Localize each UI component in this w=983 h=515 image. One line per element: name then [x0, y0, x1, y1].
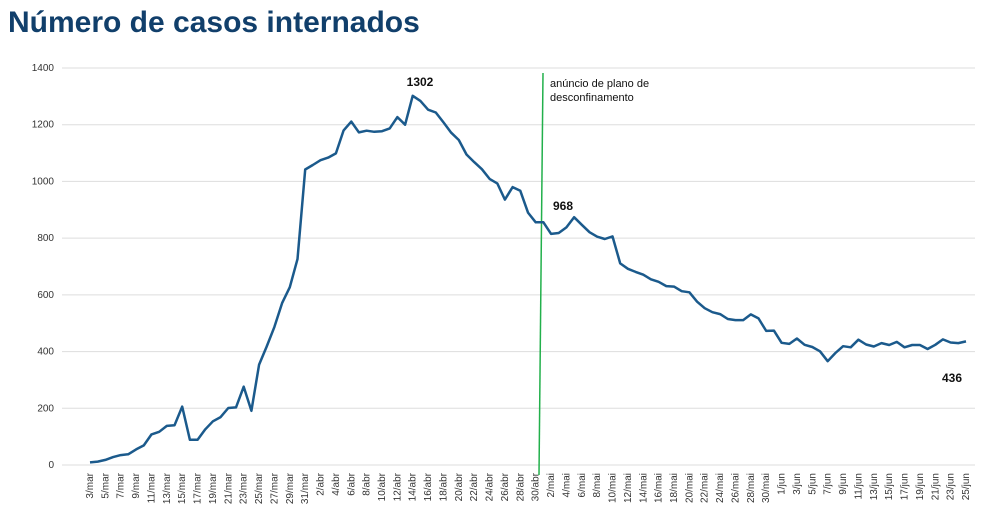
- x-tick-label: 17/mar: [193, 472, 204, 504]
- x-tick-label: 3/mar: [85, 472, 96, 498]
- x-tick-label: 13/mar: [162, 472, 173, 504]
- x-tick-label: 10/mai: [608, 473, 619, 503]
- x-tick-label: 2/mai: [546, 473, 557, 497]
- x-tick-label: 4/mai: [561, 473, 572, 497]
- x-tick-label: 31/mar: [300, 472, 311, 504]
- x-tick-label: 15/mar: [177, 472, 188, 504]
- y-tick-label: 1400: [32, 63, 55, 74]
- x-tick-label: 19/mar: [208, 472, 219, 504]
- y-tick-label: 200: [37, 403, 54, 414]
- x-tick-label: 6/abr: [346, 472, 357, 495]
- x-tick-label: 25/jun: [961, 473, 972, 500]
- chart-title: Número de casos internados: [8, 6, 420, 39]
- x-tick-label: 19/jun: [915, 473, 926, 500]
- x-tick-label: 22/mai: [700, 473, 711, 503]
- x-tick-label: 24/abr: [485, 472, 496, 501]
- x-tick-label: 1/jun: [777, 473, 788, 495]
- x-tick-label: 14/mai: [638, 473, 649, 503]
- x-tick-label: 12/mai: [623, 473, 634, 503]
- y-tick-label: 1200: [32, 120, 55, 131]
- x-tick-label: 16/abr: [423, 472, 434, 501]
- x-tick-label: 15/jun: [884, 473, 895, 500]
- x-tick-label: 12/abr: [392, 472, 403, 501]
- x-tick-label: 20/mai: [684, 473, 695, 503]
- annotation: desconfinamento: [550, 92, 634, 104]
- x-tick-label: 24/mai: [715, 473, 726, 503]
- x-tick-label: 26/abr: [500, 472, 511, 501]
- announcement-line: [538, 72, 544, 476]
- x-tick-label: 20/abr: [454, 472, 465, 501]
- x-tick-label: 21/mar: [223, 472, 234, 504]
- x-tick-label: 7/jun: [823, 473, 834, 495]
- x-tick-label: 3/jun: [792, 473, 803, 495]
- x-tick-label: 17/jun: [900, 473, 911, 500]
- x-tick-label: 23/jun: [946, 473, 957, 500]
- x-tick-label: 14/abr: [408, 472, 419, 501]
- x-tick-label: 9/jun: [838, 473, 849, 495]
- x-tick-label: 7/mar: [116, 472, 127, 498]
- annotation: 1302: [407, 75, 434, 89]
- data-line: [89, 94, 967, 464]
- x-tick-label: 30/abr: [531, 472, 542, 501]
- x-tick-label: 5/jun: [807, 473, 818, 495]
- x-tick-label: 26/mai: [730, 473, 741, 503]
- x-tick-label: 4/abr: [331, 472, 342, 495]
- y-tick-label: 400: [37, 347, 54, 358]
- x-tick-label: 25/mar: [254, 472, 265, 504]
- x-tick-label: 21/jun: [930, 473, 941, 500]
- annotation: 968: [553, 199, 573, 213]
- x-tick-label: 8/mai: [592, 473, 603, 497]
- x-tick-label: 22/abr: [469, 472, 480, 501]
- x-tick-label: 27/mar: [269, 472, 280, 504]
- x-tick-label: 23/mar: [239, 472, 250, 504]
- y-tick-label: 1000: [32, 176, 55, 187]
- x-tick-label: 18/mai: [669, 473, 680, 503]
- x-tick-label: 8/abr: [362, 472, 373, 495]
- x-tick-label: 10/abr: [377, 472, 388, 501]
- annotation: anúncio de plano de: [550, 78, 649, 90]
- x-tick-label: 28/mai: [746, 473, 757, 503]
- x-tick-label: 18/abr: [438, 472, 449, 501]
- y-tick-label: 600: [37, 290, 54, 301]
- x-tick-label: 11/jun: [853, 473, 864, 500]
- x-tick-label: 29/mar: [285, 472, 296, 504]
- y-tick-label: 0: [48, 460, 54, 471]
- annotation: 436: [942, 371, 962, 385]
- x-tick-label: 5/mar: [100, 472, 111, 498]
- x-tick-label: 2/abr: [316, 472, 327, 495]
- x-tick-label: 28/abr: [515, 472, 526, 501]
- y-tick-label: 800: [37, 233, 54, 244]
- x-tick-label: 13/jun: [869, 473, 880, 500]
- x-tick-label: 30/mai: [761, 473, 772, 503]
- x-tick-label: 9/mar: [131, 472, 142, 498]
- x-tick-label: 16/mai: [654, 473, 665, 503]
- x-tick-label: 6/mai: [577, 473, 588, 497]
- x-tick-label: 11/mar: [146, 472, 157, 503]
